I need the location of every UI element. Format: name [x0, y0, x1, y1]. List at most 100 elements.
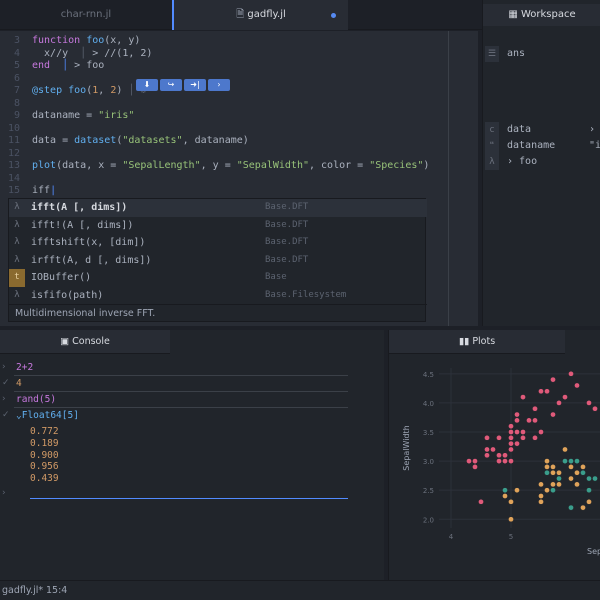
step-continue-button[interactable]: › — [208, 79, 230, 91]
autocomplete-item[interactable]: λ ifftshift(x, [dim]) Base.DFT — [9, 234, 427, 252]
data-point — [592, 405, 598, 412]
data-point — [496, 458, 502, 464]
console-line[interactable]: rand(5) — [16, 394, 57, 405]
tab-char-rnn[interactable]: char-rnn.jl — [0, 0, 172, 30]
code-line[interactable]: plot(data, x = "SepalLength", y = "Sepal… — [32, 160, 430, 171]
file-icon: 🗎 — [236, 9, 248, 20]
data-point — [586, 475, 592, 482]
workspace-item[interactable]: ☰ ans — [483, 46, 600, 62]
data-point — [538, 498, 544, 505]
data-point — [550, 411, 556, 418]
data-point — [556, 469, 562, 476]
line-number: 13 — [7, 160, 20, 171]
console-tab-label: Console — [72, 336, 110, 347]
autocomplete-item[interactable]: t IOBuffer() Base — [9, 269, 427, 287]
data-point — [508, 440, 514, 447]
console-input[interactable] — [30, 498, 348, 499]
data-point — [556, 400, 562, 406]
data-point — [508, 434, 514, 441]
y-tick-label: 2.5 — [423, 487, 434, 495]
status-bar: gadfly.jl* 15:4 — [0, 580, 600, 600]
data-point — [478, 498, 484, 505]
autocomplete-item[interactable]: λ isfifo(path) Base.Filesystem — [9, 287, 427, 305]
data-point — [574, 382, 580, 389]
data-point — [502, 493, 508, 499]
workspace-item[interactable]: c data › — [483, 122, 600, 138]
workspace-tab[interactable]: ▦ Workspace — [483, 4, 600, 26]
workspace-item[interactable]: ❝ dataname "i — [483, 138, 600, 154]
workspace-item[interactable]: λ › foo — [483, 154, 600, 170]
data-point — [544, 388, 550, 395]
modified-dot-icon — [331, 13, 336, 18]
plots-tab[interactable]: ▮▮ Plots — [389, 330, 565, 354]
x-tick-label: 5 — [509, 533, 513, 541]
plots-tab-label: Plots — [472, 336, 496, 347]
step-over-button[interactable]: ➜| — [184, 79, 206, 91]
autocomplete-module: Base.Filesystem — [265, 289, 347, 300]
console-line[interactable]: 2+2 — [16, 362, 34, 373]
console-line[interactable]: 4 — [16, 378, 22, 389]
data-point — [568, 458, 574, 464]
data-point — [508, 446, 514, 453]
scatter-plot: 2.0 2.5 3.0 3.5 4.0 4.5 4 5 SepalWidth Sep — [402, 368, 600, 556]
data-point — [466, 458, 472, 464]
autocomplete-module: Base.DFT — [265, 202, 309, 212]
y-tick-label: 4.0 — [423, 400, 434, 408]
autocomplete-item[interactable]: λ irfft(A, d [, dims]) Base.DFT — [9, 252, 427, 270]
step-next-button[interactable]: ⬇ — [136, 79, 158, 91]
data-point — [562, 394, 568, 400]
data-point — [538, 429, 544, 435]
console-array-value: 0.439 — [30, 473, 59, 485]
y-axis-label: SepalWidth — [402, 425, 411, 470]
status-file[interactable]: gadfly.jl* — [2, 585, 44, 596]
data-point — [532, 417, 538, 424]
code-line[interactable]: @step foo(1, 2) │ ⚙ — [32, 85, 146, 96]
data-point — [568, 370, 574, 377]
data-point — [508, 423, 514, 430]
data-point — [586, 487, 592, 494]
function-icon: λ — [14, 219, 20, 230]
function-icon: λ — [14, 237, 20, 247]
tab-gadfly[interactable]: 🗎 gadfly.jl — [172, 0, 348, 30]
data-point — [484, 452, 490, 459]
status-cursor-position[interactable]: 15:4 — [46, 585, 68, 596]
data-point — [496, 434, 502, 441]
line-number: 12 — [7, 147, 20, 159]
data-point — [484, 446, 490, 453]
variable-value: › — [589, 124, 596, 135]
console-line[interactable]: ⌄Float64[5] — [16, 410, 79, 421]
autocomplete-item[interactable]: λ ifft(A [, dims]) Base.DFT — [9, 199, 427, 217]
console-array-value: 0.772 — [30, 426, 59, 437]
data-point — [502, 452, 508, 459]
code-line[interactable]: end │ > foo — [32, 60, 105, 71]
autocomplete-label: ifftshift(x, [dim]) — [31, 237, 146, 248]
autocomplete-module: Base.DFT — [265, 219, 309, 230]
code-line[interactable]: data = dataset("datasets", dataname) — [32, 135, 249, 146]
data-point — [490, 446, 496, 453]
data-point — [502, 487, 508, 494]
data-point — [520, 434, 526, 441]
y-tick-label: 3.5 — [423, 429, 434, 437]
data-point — [514, 487, 520, 494]
autocomplete-module: Base.DFT — [265, 254, 309, 265]
code-line[interactable]: function foo(x, y) — [32, 35, 141, 46]
autocomplete-item[interactable]: λ ifft!(A [, dims]) Base.DFT — [9, 217, 427, 235]
data-point — [544, 458, 550, 464]
console-panel[interactable]: ▣ Console › 2+2 ✓ 4 › rand(5) ✓ ⌄Float64[5] 0.77… — [0, 330, 384, 580]
code-line[interactable]: x//y │ > //(1, 2) — [32, 47, 153, 59]
data-point — [574, 481, 580, 488]
data-point — [568, 475, 574, 482]
step-in-button[interactable]: ↪ — [160, 79, 182, 91]
data-point — [550, 481, 556, 488]
workspace-icon: ▦ — [508, 9, 521, 20]
code-line[interactable]: dataname = "iris" — [32, 110, 135, 121]
variable-name: dataname — [507, 140, 556, 151]
data-point — [586, 498, 592, 505]
data-point — [532, 434, 538, 441]
x-tick-label: 4 — [449, 533, 454, 541]
input-prompt-icon: › — [2, 394, 6, 404]
code-line[interactable]: iff| — [32, 185, 57, 196]
console-tab[interactable]: ▣ Console — [0, 330, 170, 354]
data-point — [550, 464, 556, 470]
autocomplete-label: isfifo(path) — [31, 289, 104, 301]
